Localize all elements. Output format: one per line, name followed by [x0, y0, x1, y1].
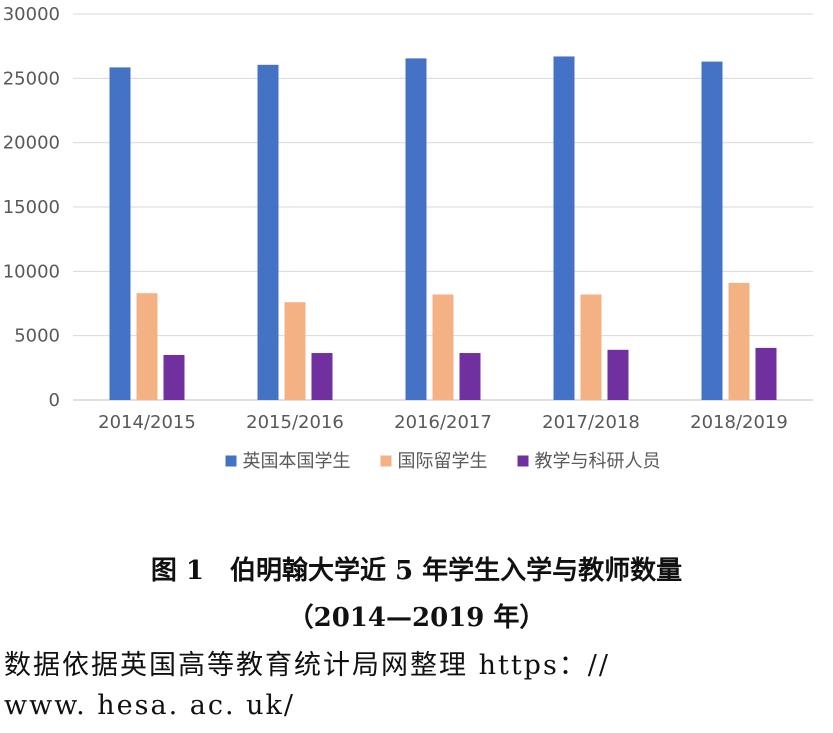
bars: [109, 56, 777, 401]
x-tick-label: 2017/2018: [542, 412, 640, 433]
x-axis-ticks: 2014/2015 2015/2016 2016/2017 2017/2018 2018…: [98, 412, 788, 433]
bar: [405, 58, 427, 400]
y-tick-label: 10000: [3, 261, 60, 282]
bar: [163, 354, 185, 400]
y-tick-label: 5000: [14, 326, 60, 347]
y-tick-label: 25000: [3, 68, 60, 89]
x-tick-label: 2015/2016: [246, 412, 344, 433]
bar: [459, 353, 481, 400]
bar: [580, 294, 602, 400]
chart-container: 0 5000 10000 15000 20000 25000 30000 2014/2015…: [3, 4, 813, 472]
x-tick-label: 2014/2015: [98, 412, 196, 433]
bar: [109, 67, 131, 400]
bar: [284, 302, 306, 400]
y-tick-label: 30000: [3, 4, 60, 25]
source-line2: www. hesa. ac. uk/: [4, 690, 296, 721]
y-axis-ticks: 0 5000 10000 15000 20000 25000 30000: [3, 4, 60, 411]
x-tick-label: 2018/2019: [690, 412, 788, 433]
legend-label: 英国本国学生: [243, 451, 351, 472]
legend: 英国本国学生 国际留学生 教学与科研人员: [225, 451, 661, 472]
legend-swatch: [380, 455, 392, 467]
bar: [553, 56, 575, 401]
source-line1: 数据依据英国高等教育统计局网整理 https：//: [4, 650, 611, 681]
bar: [755, 347, 777, 400]
y-tick-label: 15000: [3, 197, 60, 218]
bar: [701, 61, 723, 401]
figure-title-line1: 图 1 伯明翰大学近 5 年学生入学与教师数量: [150, 556, 683, 586]
bar: [432, 294, 454, 400]
legend-label: 教学与科研人员: [535, 451, 661, 472]
figure-title-line2: （2014—2019 年）: [287, 603, 546, 633]
y-tick-label: 20000: [3, 133, 60, 154]
bar: [136, 293, 158, 400]
bar: [257, 64, 279, 400]
legend-swatch: [225, 455, 237, 467]
bar: [607, 349, 629, 400]
gridlines: [73, 13, 813, 401]
bar: [728, 282, 750, 400]
bar-chart: 0 5000 10000 15000 20000 25000 30000 2014/2015…: [3, 4, 813, 472]
x-tick-label: 2016/2017: [394, 412, 492, 433]
legend-label: 国际留学生: [398, 451, 488, 472]
bar: [311, 353, 333, 400]
y-tick-label: 0: [49, 390, 60, 411]
legend-swatch: [517, 455, 529, 467]
